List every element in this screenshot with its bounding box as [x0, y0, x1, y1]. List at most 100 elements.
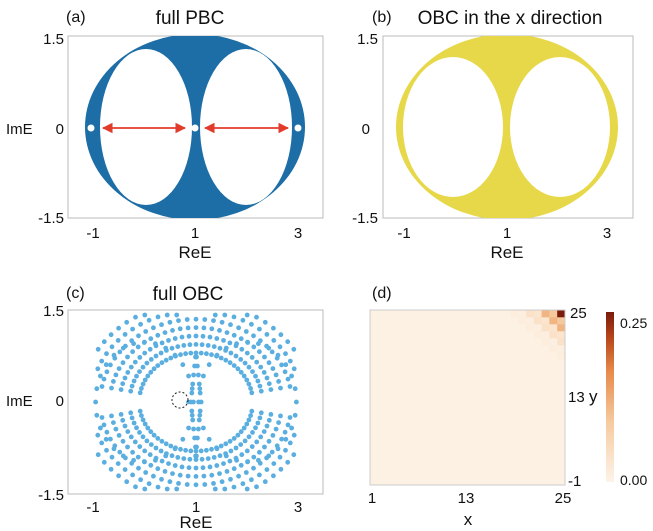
eigenvalue-point: [217, 345, 223, 351]
eigenvalue-point: [136, 333, 141, 339]
eigenvalue-point: [104, 369, 110, 375]
panel-a-label: (a): [66, 9, 86, 26]
eigenvalue-point: [283, 436, 289, 442]
eigenvalue-point: [163, 453, 169, 459]
eigenvalue-point: [94, 412, 100, 418]
eigenvalue-point: [148, 429, 154, 435]
eigenvalue-point: [162, 469, 168, 474]
eigenvalue-point: [122, 423, 128, 429]
eigenvalue-point: [221, 461, 226, 466]
eigenvalue-point: [277, 454, 283, 460]
eigenvalue-point: [276, 379, 281, 384]
eigenvalue-point: [99, 358, 105, 364]
eigenvalue-point: [117, 449, 123, 455]
eigenvalue-point: [266, 417, 272, 423]
panel-c-title: full OBC: [153, 284, 224, 305]
heatmap-cell: [541, 310, 550, 318]
panel-b: (b) OBC in the x direction 1.5 0 -1.5 -1…: [352, 8, 634, 262]
eigenvalue-point: [209, 446, 214, 452]
eigenvalue-point: [177, 326, 183, 332]
eigenvalue-point: [131, 378, 137, 384]
eigenvalue-point: [99, 415, 105, 420]
eigenvalue-point: [94, 386, 100, 392]
eigenvalue-point: [193, 342, 199, 347]
eigenvalue-point: [249, 408, 255, 414]
eigenvalue-point: [254, 484, 259, 490]
eigenvalue-point: [186, 465, 192, 471]
panel-b-ytick: 1.5: [357, 31, 378, 48]
eigenvalue-point: [261, 429, 267, 434]
eigenvalue-point: [140, 434, 146, 440]
eigenvalue-point: [146, 317, 152, 323]
eigenvalue-point: [285, 339, 291, 345]
eigenvalue-point: [132, 359, 138, 365]
eigenvalue-point: [236, 473, 242, 479]
panel-c-xtick: -1: [86, 499, 99, 516]
eigenvalue-point: [266, 360, 272, 366]
eigenvalue-point: [137, 444, 143, 449]
eigenvalue-point: [189, 408, 195, 414]
eigenvalue-point: [111, 352, 117, 358]
eigenvalue-point: [179, 334, 185, 340]
eigenvalue-point: [285, 459, 291, 465]
panel-c-ytick: 1.5: [43, 303, 64, 320]
eigenvalue-point: [287, 440, 293, 446]
eigenvalue-point: [98, 425, 103, 431]
eigenvalue-point: [140, 364, 146, 370]
eigenvalue-point: [231, 436, 237, 441]
heatmap-cell: [557, 352, 566, 360]
eigenvalue-point: [135, 454, 141, 460]
panel-d-heatmap: [510, 310, 566, 360]
eigenvalue-point: [209, 326, 215, 332]
eigenvalue-point: [244, 486, 250, 492]
eigenvalue-point: [258, 434, 264, 440]
panel-a-point-center: [191, 124, 199, 132]
eigenvalue-point: [137, 355, 143, 360]
eigenvalue-point: [194, 444, 199, 450]
eigenvalue-point: [186, 425, 192, 431]
eigenvalue-point: [246, 381, 252, 387]
eigenvalue-point: [164, 312, 170, 318]
eigenvalue-point: [264, 423, 270, 429]
eigenvalue-point: [151, 325, 156, 331]
eigenvalue-point: [166, 461, 171, 466]
eigenvalue-point: [235, 432, 241, 438]
eigenvalue-point: [148, 357, 154, 362]
eigenvalue-point: [95, 432, 101, 438]
eigenvalue-point: [212, 486, 218, 492]
eigenvalue-point: [134, 373, 139, 379]
eigenvalue-point: [205, 456, 211, 461]
eigenvalue-point: [176, 481, 181, 486]
eigenvalue-point: [136, 465, 141, 471]
eigenvalue-point: [146, 481, 152, 487]
eigenvalue-point: [223, 345, 229, 351]
eigenvalue-point: [205, 343, 211, 348]
eigenvalue-point: [148, 369, 154, 375]
eigenvalue-point: [193, 448, 199, 454]
eigenvalue-point: [187, 456, 193, 462]
panel-c-ytick: 0: [56, 393, 64, 410]
eigenvalue-point: [101, 422, 107, 428]
eigenvalue-point: [254, 439, 260, 445]
heatmap-cell: [533, 324, 542, 332]
eigenvalue-point: [147, 452, 153, 458]
eigenvalue-point: [159, 476, 164, 482]
eigenvalue-point: [178, 446, 183, 452]
eigenvalue-point: [251, 454, 257, 460]
heatmap-cell: [557, 331, 566, 339]
panel-c-axes: [67, 309, 324, 495]
eigenvalue-point: [199, 456, 205, 462]
eigenvalue-point: [277, 344, 283, 350]
panel-d-background: [370, 310, 565, 485]
eigenvalue-point: [261, 370, 267, 375]
eigenvalue-point: [151, 366, 157, 372]
eigenvalue-point: [271, 338, 277, 343]
eigenvalue-point: [211, 481, 216, 486]
panel-b-ytick: 0: [362, 121, 370, 138]
eigenvalue-point: [134, 425, 139, 431]
eigenvalue-point: [111, 446, 117, 452]
eigenvalue-point: [287, 415, 293, 420]
eigenvalue-point: [169, 345, 175, 351]
heatmap-cell: [510, 310, 519, 318]
eigenvalue-point: [153, 341, 158, 347]
